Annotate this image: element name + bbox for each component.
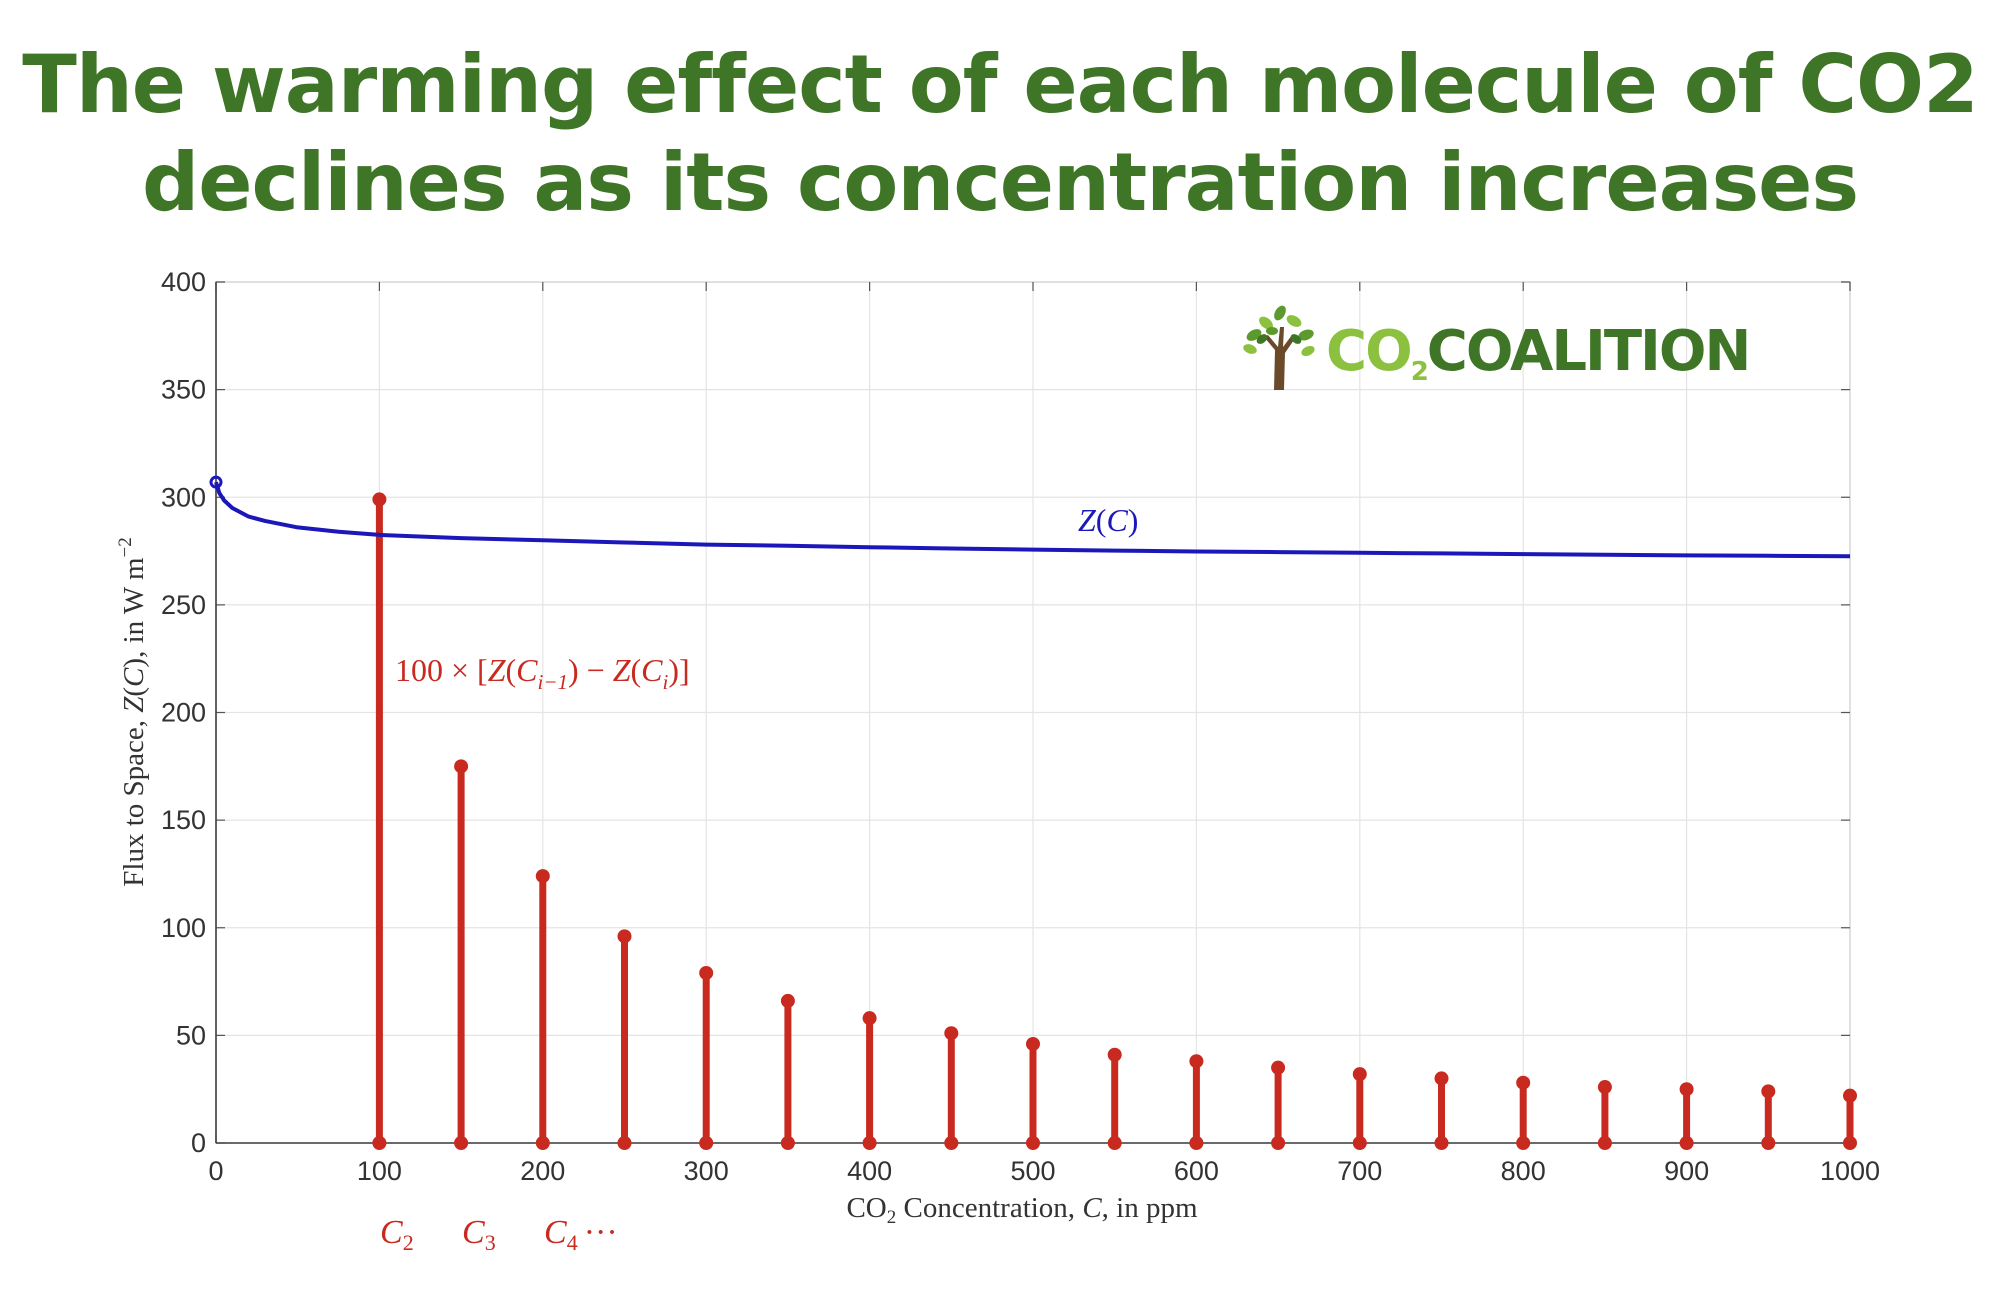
stem-top-point — [1271, 1060, 1286, 1075]
stem-top-point — [1026, 1036, 1040, 1051]
x-tick-label: 600 — [1174, 1156, 1219, 1186]
x-tick-label: 100 — [357, 1156, 402, 1186]
y-tick-label: 400 — [161, 267, 206, 297]
stem-top-point — [1189, 1054, 1204, 1069]
stem-base-point — [699, 1136, 714, 1150]
stem-base-point — [1271, 1136, 1286, 1150]
stem-base-point — [1189, 1136, 1204, 1150]
y-tick-label: 150 — [161, 805, 206, 835]
chart-title-line-2: declines as its concentration increases — [141, 136, 1859, 229]
stem-top-point — [1107, 1047, 1122, 1062]
y-axis-label: Flux to Space, Z(C), in W m−2 — [115, 537, 150, 886]
x-tick-label: 900 — [1664, 1156, 1709, 1186]
stem-top-point — [454, 759, 469, 774]
stem-base-point — [1761, 1136, 1776, 1150]
stem-top-point — [1679, 1082, 1694, 1097]
zc-annotation: Z(C) — [1078, 502, 1138, 538]
tick-labels: 0 100 200 300 400 500 600 700 800 900 1000 0 50 100 15… — [161, 267, 1880, 1186]
stem-top-point — [1843, 1088, 1857, 1103]
x-tick-label: 800 — [1501, 1156, 1546, 1186]
stem-annotation: 100 × [Z(Ci−1) − Z(Ci)] — [395, 652, 690, 694]
x-tick-label: 500 — [1010, 1156, 1055, 1186]
y-tick-label: 350 — [161, 375, 206, 405]
stem-base-point — [617, 1136, 632, 1150]
x-tick-label: 400 — [847, 1156, 892, 1186]
stem-base-point — [1597, 1136, 1612, 1150]
stem-base-point — [1434, 1136, 1449, 1150]
stem-top-point — [617, 929, 632, 944]
stem-top-point — [535, 869, 550, 884]
c4-label: C4 ··· — [544, 1214, 618, 1255]
stem-base-point — [780, 1136, 795, 1150]
stem-top-point — [372, 492, 387, 507]
c3-label: C3 — [462, 1214, 496, 1255]
stem-top-point — [862, 1011, 877, 1026]
x-tick-label: 200 — [520, 1156, 565, 1186]
stem-top-point — [1761, 1084, 1776, 1099]
y-tick-label: 250 — [161, 590, 206, 620]
x-tick-label: 700 — [1337, 1156, 1382, 1186]
stem-series — [372, 492, 1857, 1150]
co2-coalition-logo: CO2COALITION — [1243, 305, 1751, 390]
stem-base-point — [1843, 1136, 1857, 1150]
stem-base-point — [1352, 1136, 1367, 1150]
y-tick-label: 50 — [176, 1020, 206, 1050]
stem-base-point — [1516, 1136, 1531, 1150]
zc-line — [214, 481, 1851, 559]
x-tick-label: 0 — [208, 1156, 223, 1186]
zc-line-series — [209, 475, 1851, 559]
y-tick-label: 200 — [161, 698, 206, 728]
stem-base-point — [1107, 1136, 1122, 1150]
stem-top-point — [1352, 1067, 1367, 1082]
x-axis-label: CO2 Concentration, C, in ppm — [846, 1192, 1197, 1228]
stem-base-point — [1679, 1136, 1694, 1150]
stem-top-point — [1597, 1080, 1612, 1095]
x-tick-label: 1000 — [1820, 1156, 1880, 1186]
y-tick-label: 300 — [161, 482, 206, 512]
x-tick-label: 300 — [684, 1156, 729, 1186]
stem-top-point — [780, 993, 795, 1008]
stem-top-point — [699, 965, 714, 980]
stem-base-point — [372, 1136, 387, 1150]
stem-top-point — [1434, 1071, 1449, 1086]
chart-title-line-1: The warming effect of each molecule of C… — [22, 38, 1978, 131]
stem-top-point — [1516, 1075, 1531, 1090]
stem-base-point — [862, 1136, 877, 1150]
chart-title: The warming effect of each molecule of C… — [0, 36, 2000, 232]
zc-start-point — [209, 475, 223, 489]
stem-base-point — [944, 1136, 959, 1150]
y-tick-label: 100 — [161, 913, 206, 943]
stem-base-point — [535, 1136, 550, 1150]
tree-icon — [1243, 305, 1315, 390]
y-tick-label: 0 — [191, 1128, 206, 1158]
svg-text:CO2COALITION: CO2COALITION — [1326, 319, 1749, 387]
c2-label: C2 — [380, 1214, 414, 1255]
stem-base-point — [454, 1136, 469, 1150]
stem-top-point — [944, 1026, 959, 1041]
stem-base-point — [1026, 1136, 1040, 1150]
